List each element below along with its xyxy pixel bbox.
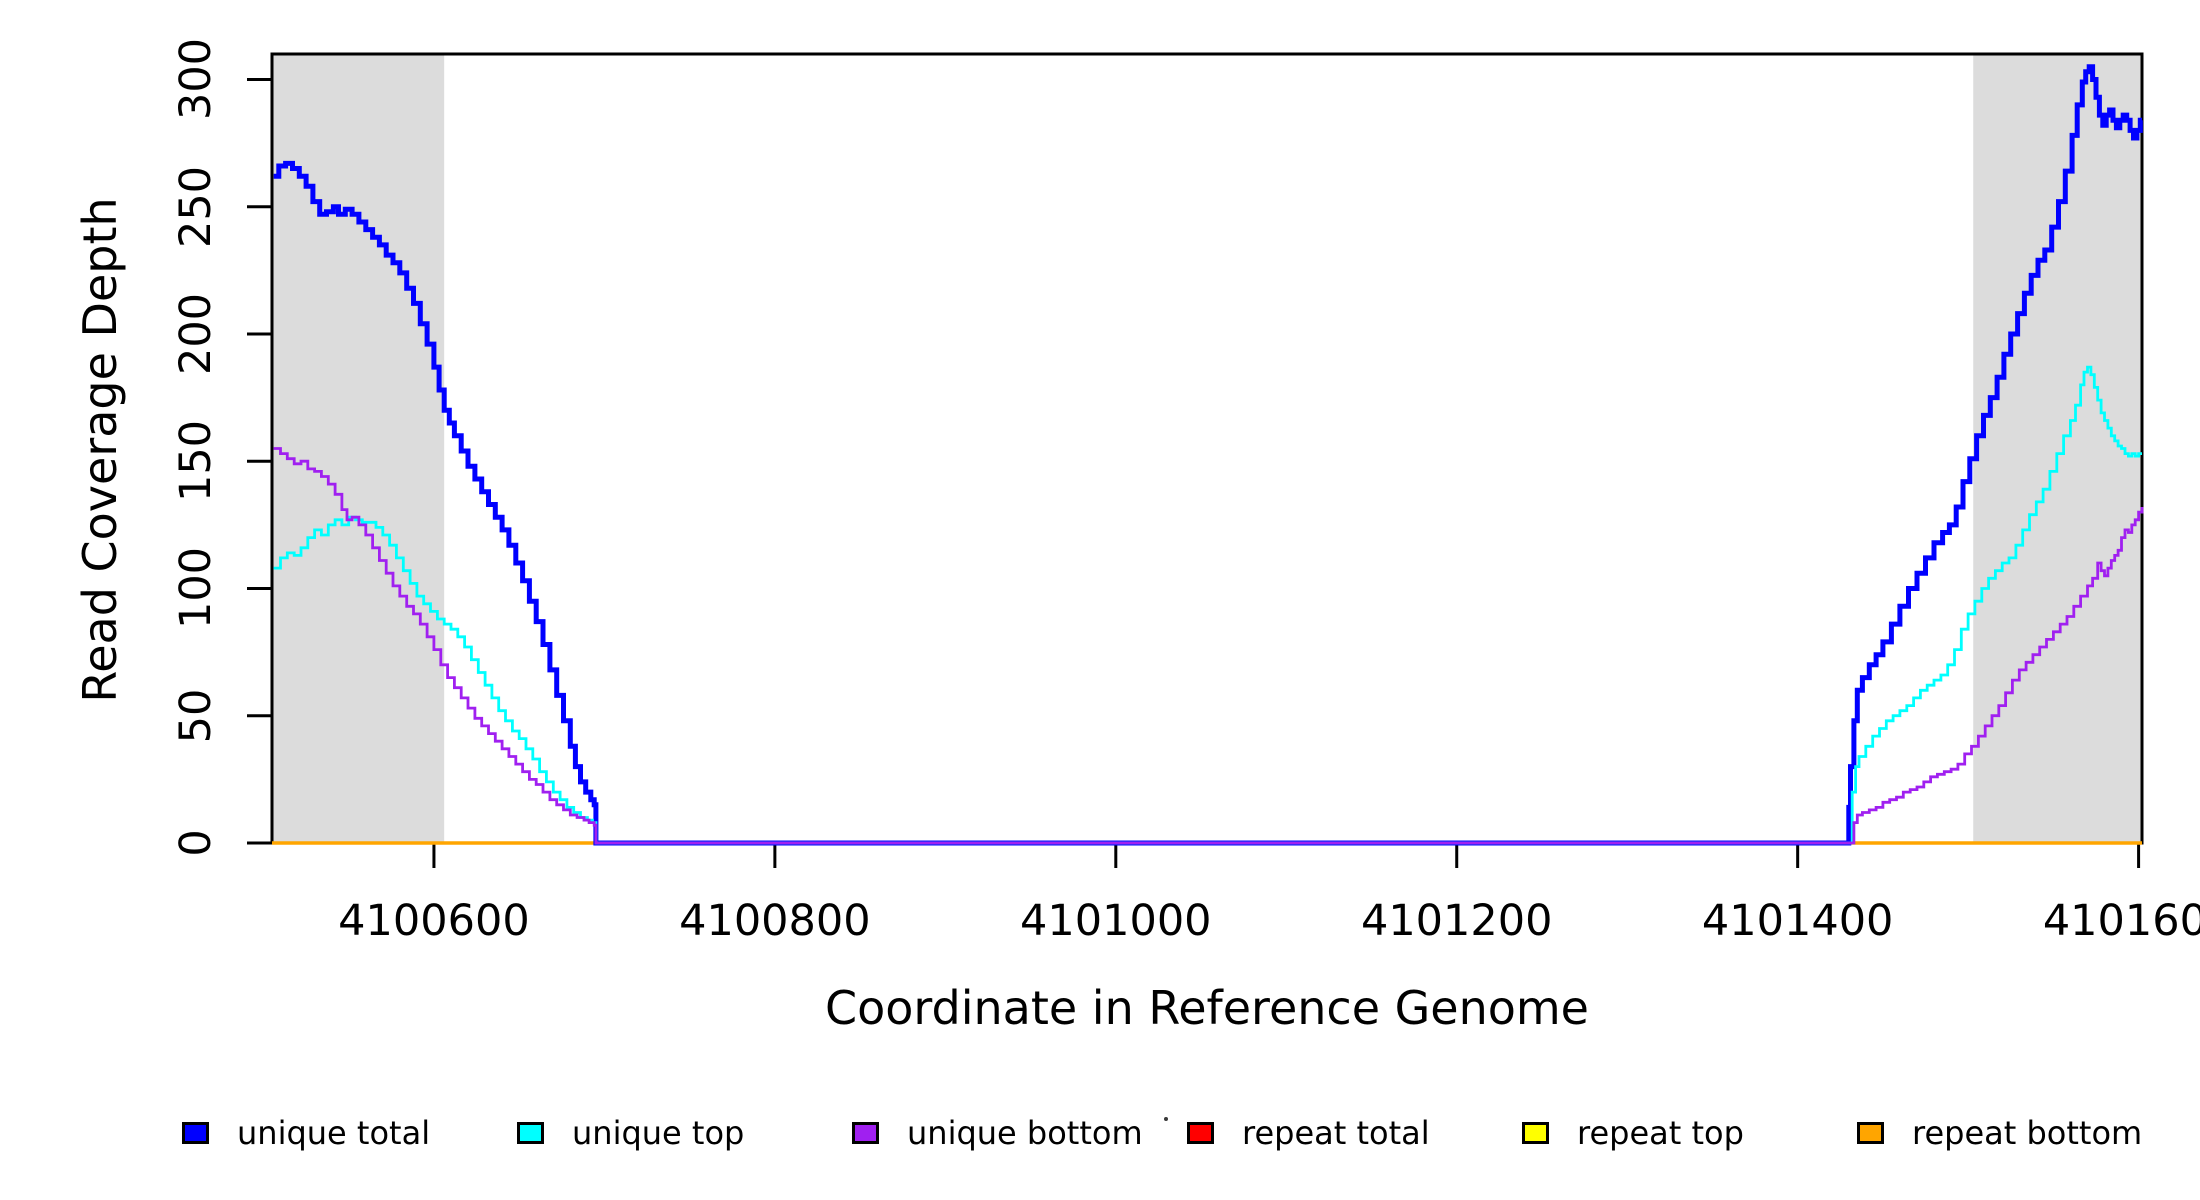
y-tick-label: 200 [171, 292, 221, 375]
legend-label: unique bottom [907, 1114, 1143, 1152]
y-tick-label: 0 [171, 829, 221, 857]
repeat-total-swatch-icon [1187, 1122, 1214, 1144]
repeat-top-swatch-icon [1522, 1122, 1549, 1144]
legend-label: repeat total [1242, 1114, 1430, 1152]
legend-label: repeat bottom [1912, 1114, 2143, 1152]
legend-label: repeat top [1577, 1114, 1744, 1152]
y-tick-label: 150 [171, 420, 221, 503]
unique-bottom-swatch-icon [852, 1122, 879, 1144]
stray-dot [1164, 1117, 1168, 1121]
repeat-region-right [1973, 54, 2142, 843]
series-unique-top [273, 365, 2142, 845]
y-axis-title: Read Coverage Depth [73, 197, 127, 703]
y-tick-label: 250 [171, 165, 221, 248]
y-tick-label: 100 [171, 547, 221, 630]
unique-top-swatch-icon [517, 1122, 544, 1144]
repeat-bottom-swatch-icon [1857, 1122, 1884, 1144]
series-unique-total [273, 64, 2143, 846]
x-tick-label: 4100600 [338, 896, 530, 946]
y-tick-label: 50 [171, 688, 221, 744]
legend-label: unique top [572, 1114, 745, 1152]
x-tick-label: 4101400 [1701, 896, 1894, 946]
x-tick-label: 4101000 [1020, 896, 1212, 946]
x-tick-label: 4101200 [1360, 896, 1553, 946]
unique-total-swatch-icon [182, 1122, 209, 1144]
x-tick-label: 4100800 [679, 896, 871, 946]
series-unique-bottom [273, 447, 2144, 845]
legend-label: unique total [237, 1114, 431, 1152]
x-axis-title: Coordinate in Reference Genome [825, 981, 1589, 1035]
plot-box [270, 52, 2144, 845]
y-tick-label: 300 [171, 38, 221, 121]
repeat-region-left [272, 54, 445, 843]
